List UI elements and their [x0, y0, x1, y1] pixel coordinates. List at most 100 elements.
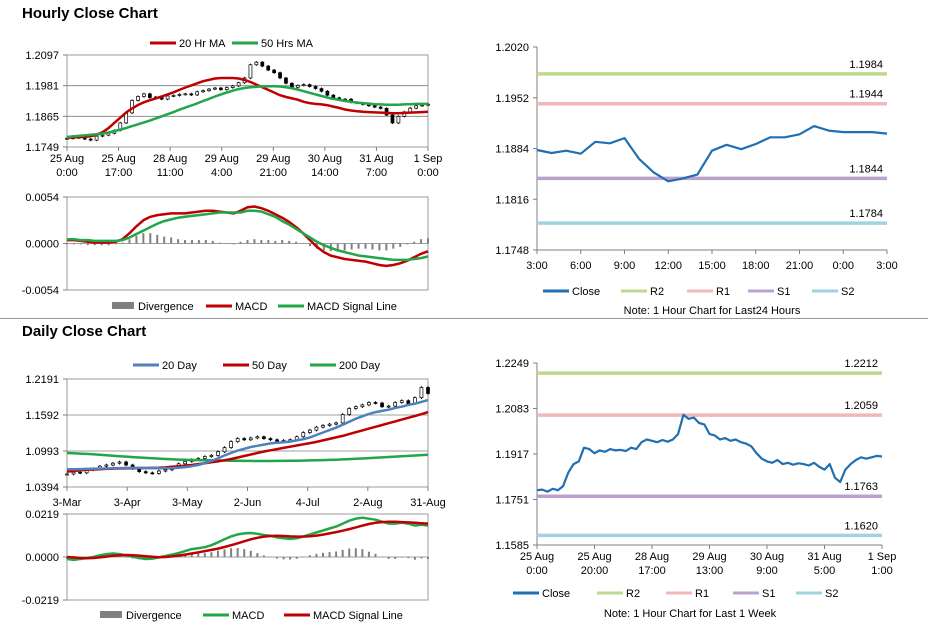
daily_price-candle-body	[399, 400, 404, 403]
hourly_levels-x-tick-label: 15:00	[698, 260, 726, 272]
daily_price-candle-body	[340, 414, 345, 424]
hourly_price-candle-body	[378, 106, 383, 109]
daily_price-candle-body	[104, 464, 109, 467]
hourly_levels-legend-label: R1	[716, 286, 730, 298]
daily_price-candle-body	[419, 387, 424, 399]
daily_levels-y-tick-label: 1.1917	[495, 449, 529, 461]
hourly_macd-divergence-bar	[357, 243, 360, 249]
hourly_levels-x-tick-label: 12:00	[654, 260, 682, 272]
hourly_macd-y-tick-label: -0.0054	[22, 285, 59, 297]
daily_macd-divergence-bar	[256, 553, 259, 557]
hourly_levels-y-tick-label: 1.1952	[495, 93, 529, 105]
daily_price-candle-body	[163, 469, 168, 472]
daily_price-candle-body	[393, 402, 398, 407]
daily_price-x-tick-label: 31-Aug	[410, 497, 445, 509]
hourly_macd-divergence-bar	[288, 240, 291, 244]
daily_price-candle-body	[301, 432, 306, 438]
daily_macd-divergence-bar	[381, 556, 384, 558]
daily_macd-divergence-bar	[210, 552, 213, 557]
hourly_macd-divergence-bar	[350, 243, 353, 250]
hourly_price-x-tick-label: 25 Aug	[101, 153, 135, 165]
hourly_price-candle-body	[284, 77, 288, 84]
daily_price-y-tick-label: 1.0993	[25, 446, 59, 458]
hourly_macd-divergence-bar	[267, 240, 270, 244]
hourly_price-x-tick-label: 0:00	[417, 167, 438, 179]
daily_macd-divergence-bar	[400, 557, 403, 558]
hourly_price-y-tick-label: 1.1749	[25, 142, 59, 154]
section-divider	[0, 318, 928, 319]
daily_price-candle-body	[209, 455, 214, 457]
hourly_price-x-tick-label: 30 Aug	[308, 153, 342, 165]
daily_macd-divergence-bar	[367, 551, 370, 557]
daily_levels-level-label-r2: 1.2212	[844, 358, 878, 370]
hourly_macd-divergence-bar	[107, 243, 110, 246]
hourly_macd-divergence-bar	[128, 239, 131, 244]
hourly_price-plot-frame	[66, 54, 429, 148]
hourly_macd-divergence-bar	[295, 241, 298, 244]
daily_macd-legend-label: MACD	[232, 610, 264, 622]
daily_price-x-tick-label: 2-Aug	[353, 497, 382, 509]
daily_macd-divergence-bar	[308, 555, 311, 557]
daily_price-candle-body	[124, 461, 128, 466]
hourly_price-y-tick-label: 1.1865	[25, 111, 59, 123]
hourly_levels-note: Note: 1 Hour Chart for Last24 Hours	[624, 305, 801, 317]
daily_levels-y-tick-label: 1.1751	[495, 495, 529, 507]
daily_macd-divergence-bar	[420, 557, 423, 559]
daily_price-candle-body	[268, 438, 273, 441]
daily_macd-divergence-bar	[348, 548, 351, 557]
daily_price-candle-body	[386, 405, 391, 408]
hourly-section-title: Hourly Close Chart	[22, 5, 158, 22]
daily_price-x-tick-label: 3-May	[172, 497, 203, 509]
hourly_macd-divergence-bar	[399, 243, 402, 247]
daily_price-y-tick-label: 1.2191	[25, 374, 59, 386]
hourly_macd-divergence-bar	[197, 240, 200, 244]
hourly_price-x-tick-label: 25 Aug	[50, 153, 84, 165]
hourly_macd-divergence-bar	[364, 243, 367, 249]
daily_price-candle-body	[314, 426, 319, 431]
hourly_price-candle-body	[142, 93, 146, 97]
daily_levels-x-tick-label: 25 Aug	[577, 551, 611, 563]
hourly_macd-divergence-bar	[239, 241, 242, 244]
daily_price-x-tick-label: 3-Apr	[114, 497, 141, 509]
hourly_price-candle-body	[100, 134, 105, 137]
hourly_macd-divergence-bar	[66, 243, 68, 245]
hourly_macd-y-tick-label: 0.0054	[25, 192, 59, 204]
daily_levels-legend-label: R1	[695, 588, 709, 600]
daily_price-candle-body	[117, 461, 122, 464]
hourly_price-candle-body	[408, 107, 413, 113]
hourly_levels-x-tick-label: 9:00	[614, 260, 635, 272]
daily_price-candle-body	[216, 451, 220, 456]
hourly_levels-x-tick-label: 3:00	[876, 260, 897, 272]
daily_macd-divergence-bar	[341, 549, 344, 557]
daily_macd-divergence-bar	[262, 555, 265, 557]
hourly_price-candle-body	[301, 84, 306, 86]
daily_macd-divergence-bar	[374, 553, 377, 557]
hourly_price-candle-body	[278, 72, 282, 79]
hourly_macd-divergence-bar	[343, 243, 346, 251]
hourly_price-x-tick-label: 1 Sep	[414, 153, 443, 165]
hourly_macd-divergence-bar	[170, 237, 173, 244]
hourly_price-candle-body	[195, 91, 200, 96]
hourly_price-x-tick-label: 29 Aug	[205, 153, 239, 165]
daily_macd-divergence-bar	[328, 552, 331, 557]
daily_price-plot-frame	[66, 378, 429, 488]
daily_price-candle-body	[248, 437, 253, 441]
hourly_levels-x-tick-label: 21:00	[786, 260, 814, 272]
hourly_price-x-tick-label: 0:00	[56, 167, 77, 179]
hourly_macd-divergence-bar	[413, 241, 416, 244]
hourly_levels-y-tick-label: 1.1884	[495, 144, 529, 156]
hourly_price-candle-body	[183, 93, 188, 96]
daily_price-x-tick-label: 3-Mar	[53, 497, 82, 509]
hourly_levels-y-tick-label: 1.2020	[495, 42, 529, 54]
daily_price-x-tick-label: 2-Jun	[234, 497, 262, 509]
hourly_levels-x-tick-label: 0:00	[833, 260, 854, 272]
hourly_price-candle-body	[207, 88, 211, 92]
daily_macd-divergence-bar	[236, 548, 239, 557]
daily_price-y-tick-label: 1.1592	[25, 410, 59, 422]
daily_levels-x-tick-label: 28 Aug	[635, 551, 669, 563]
hourly_levels-level-label-r2: 1.1984	[849, 59, 883, 71]
hourly_price-x-tick-label: 14:00	[311, 167, 339, 179]
daily_macd-divergence-bar	[289, 557, 292, 560]
hourly_levels-level-label-r1: 1.1944	[849, 89, 883, 101]
daily_macd-divergence-bar	[282, 557, 285, 560]
